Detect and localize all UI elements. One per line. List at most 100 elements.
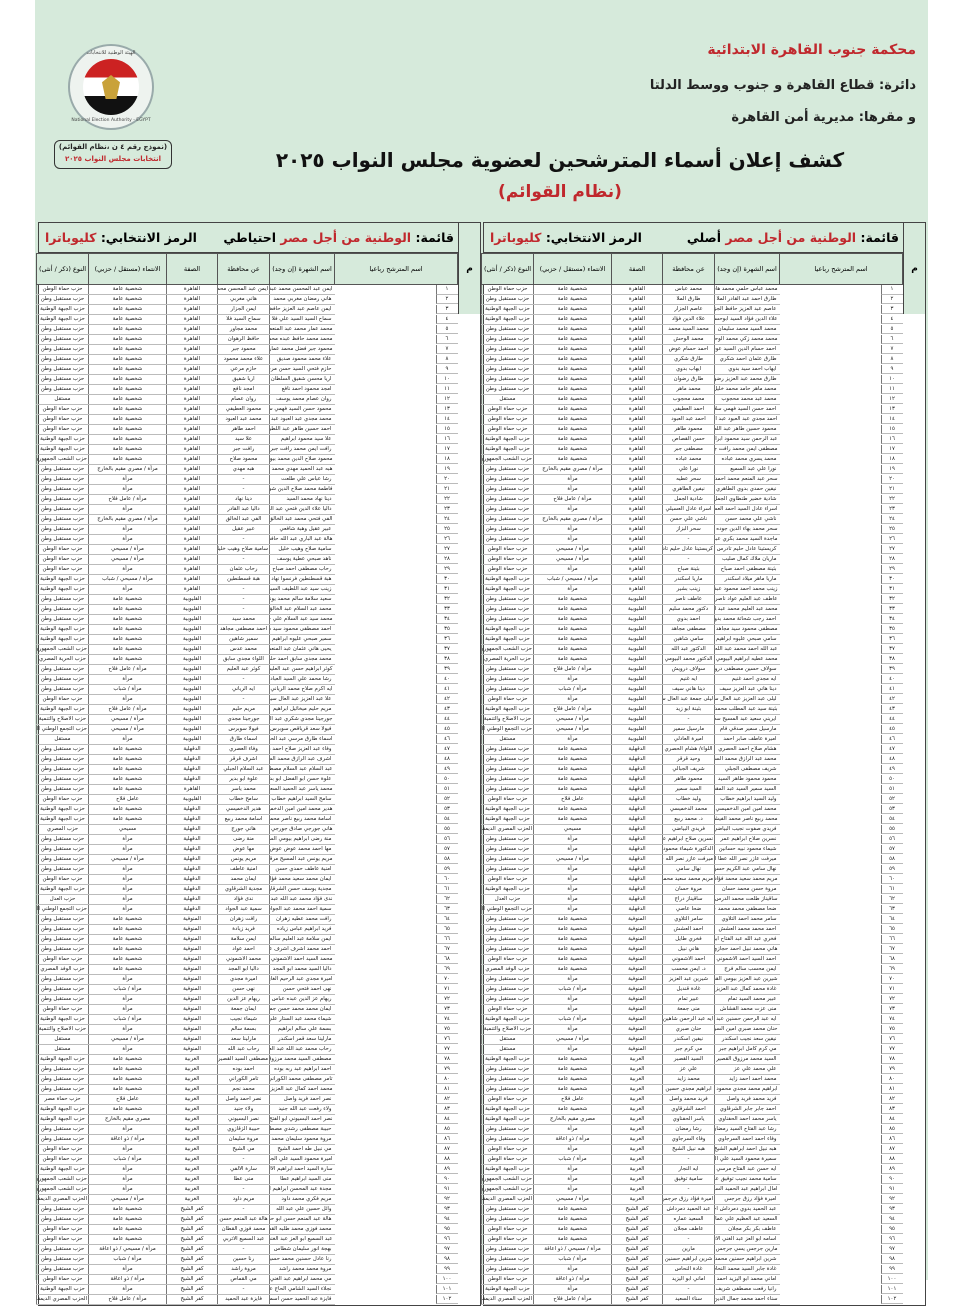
- governorate: القليوبية: [166, 594, 218, 605]
- row-number: ٧٦: [880, 1034, 903, 1045]
- affiliation: حزب مستقبل وطن: [481, 334, 534, 345]
- row-number: ٣٩: [880, 664, 903, 675]
- fame-name: ايه النجار: [662, 1164, 715, 1175]
- affiliation: حزب حماة الوطن: [481, 544, 534, 555]
- category: مصري مقيم بالخارج: [533, 1114, 612, 1125]
- table-row: ٨٧ هبه نبيل احمد ابراهيم الشيخ هبه نبيل ال…: [481, 1144, 903, 1155]
- table-row: ١٧ مصطفى ايمن محمد رافت جبر مصطفى جبر القاه…: [481, 444, 903, 455]
- row-number: ٣٢: [435, 594, 458, 605]
- governorate: المنوفية: [166, 1034, 218, 1045]
- affiliation: حزب حماة الوطن: [481, 414, 534, 425]
- affiliation: حزب مستقبل وطن: [36, 1134, 89, 1145]
- fame-name: محمد سيد: [217, 614, 270, 625]
- category: مرأة: [88, 1264, 167, 1275]
- category: مرأة / شباب: [88, 1154, 167, 1165]
- fame-name: داليا ابو المجد: [217, 964, 270, 975]
- governorate: الدقهلية: [166, 754, 218, 765]
- affiliation: حزب مستقبل وطن: [36, 844, 89, 855]
- governorate: القليوبية: [166, 724, 218, 735]
- candidate-name: محمد فوزي محمد طلبه القطان: [269, 1224, 335, 1235]
- table-row: ٧٤ شيماء محمد عبد الستار علي نجيبشيماء نج…: [36, 1014, 458, 1025]
- candidate-name: ايهاب احمد سيد بدوي: [714, 364, 780, 375]
- candidate-name: روان عصام محمد يوسف: [269, 394, 335, 405]
- fame-name: محمود صلاح: [217, 454, 270, 465]
- row-number: ٥٨: [880, 854, 903, 865]
- candidate-name: محمد سيد عبد السلام علي خاطر: [269, 614, 335, 625]
- affiliation: حزب مستقبل وطن: [36, 324, 89, 335]
- table-row: ٩٥ عاطف بكر بكر مجلان عاطف مجلان كفر الشيخ ش…: [481, 1224, 903, 1235]
- table-row: ٥٤ محمد ربيع ناصر محمد الفيشة د. محمد ربيع…: [481, 814, 903, 825]
- candidate-name: مريم يونس عبد المسيح مرقص عبد المسيح: [269, 854, 335, 865]
- candidate-name: عبير محمد السيد تمام: [714, 994, 780, 1005]
- category: شخصية عامة: [533, 414, 612, 425]
- affiliation: حزب مستقبل وطن: [481, 1204, 534, 1215]
- table-row: ٤ سماح السيد السيد علي فلا سماح السيد فلا ا…: [36, 314, 458, 325]
- row-number: ١٦: [880, 434, 903, 445]
- table-row: ٣٤ احمد رجب شحاتة محمد بدوي احمد بدوي القلي…: [481, 614, 903, 625]
- governorate: القليوبية: [166, 794, 218, 805]
- fame-name: جورجينا مجدي: [217, 714, 270, 725]
- row-number: ٥: [880, 324, 903, 335]
- governorate: الغربية: [611, 1104, 663, 1115]
- governorate: كفر الشيخ: [611, 1224, 663, 1235]
- table-row: ١٣ احمد حسن السيد فهمي سلامة العطيفياحمد …: [481, 404, 903, 415]
- fame-name: منى جمعة: [662, 1004, 715, 1015]
- fame-name: زينب بشير: [662, 584, 715, 595]
- category: مرأة: [88, 534, 167, 545]
- fame-name: د. ايمن محسب: [662, 964, 715, 975]
- governorate: المنوفية: [611, 974, 663, 985]
- affiliation: حزب مستقبل وطن: [481, 514, 534, 525]
- category: شخصية عامة: [88, 1104, 167, 1115]
- governorate: القاهرة: [611, 334, 663, 345]
- candidate-name: رحاب محمد عبد الله عبد العال: [269, 1044, 335, 1055]
- table-row: ٦٥ احمد محمد محمد العشش احمد العشش المنوفية…: [481, 924, 903, 935]
- table-row: ٩١ مجدة عبد المحسن ابراهيم الغوابه-الغربي…: [36, 1184, 458, 1195]
- governorate: المنوفية: [611, 934, 663, 945]
- affiliation: حزب الجبهة الوطنية: [481, 1054, 534, 1065]
- governorate: القاهرة: [166, 524, 218, 535]
- row-number: ٨٧: [880, 1144, 903, 1155]
- governorate: القاهرة: [611, 544, 663, 555]
- table-row: ١٠ اريا محسن شفيق السلطان اريا شفيق القاهرة…: [36, 374, 458, 385]
- fame-name: حافظ الرهوان: [217, 334, 270, 345]
- affiliation: حزب الجبهة الوطنية: [481, 444, 534, 455]
- governorate: القاهرة: [611, 474, 663, 485]
- candidate-name: شرين ابراهيم حسنين محمد حسين: [714, 1254, 780, 1265]
- governorate: الدقهلية: [611, 794, 663, 805]
- fame-name: السيد القصير: [662, 1054, 715, 1065]
- governorate: المنوفية: [611, 1024, 663, 1035]
- category: شخصية عامة: [533, 1104, 612, 1115]
- candidate-name: مارين جرجس يسي جرجس: [714, 1244, 780, 1255]
- row-number: ٩٥: [880, 1224, 903, 1235]
- row-number: ١٢: [435, 394, 458, 405]
- candidate-name: علي محمد علي عز: [714, 1064, 780, 1075]
- row-number: ٦٨: [880, 954, 903, 965]
- candidate-name: سعيد سلامة سالم محمد يونس: [269, 594, 335, 605]
- row-number: ٩: [880, 364, 903, 375]
- row-number: ٥٦: [880, 834, 903, 845]
- row-number: ٧٩: [880, 1064, 903, 1075]
- row-number: ٨١: [880, 1084, 903, 1095]
- governorate: الغربية: [166, 1154, 218, 1165]
- table-row: ٥٠ علوة حسن ابو الفضل ابو بدير علوة ابو بد…: [36, 774, 458, 785]
- governorate: الغربية: [166, 1194, 218, 1205]
- category: شخصية عامة: [533, 1224, 612, 1235]
- candidate-name: بهجة انور سليمان شطاس: [269, 1244, 335, 1255]
- fame-name: -: [217, 474, 270, 485]
- category: شخصية عامة: [533, 344, 612, 355]
- category: مرأة: [533, 1264, 612, 1275]
- candidate-name: ضحا مصطفى محمد محمد عاصي: [714, 904, 780, 915]
- category: مرأة: [533, 674, 612, 685]
- affiliation: الحزب المصري الديمقراطي الاجتماعي: [481, 1194, 534, 1205]
- governorate: القاهرة: [611, 454, 663, 465]
- governorate: القليوبية: [611, 594, 663, 605]
- fame-name: -: [662, 1154, 715, 1165]
- affiliation: حزب مستقبل وطن: [36, 614, 89, 625]
- category: شخصية عامة: [88, 804, 167, 815]
- affiliation: حزب مستقبل وطن: [36, 604, 89, 615]
- governorate: كفر الشيخ: [166, 1254, 218, 1265]
- row-number: ١٩: [880, 464, 903, 475]
- fame-name: ابراهيم مجدي حسين: [662, 1084, 715, 1095]
- fame-name: رافت جبر: [217, 444, 270, 455]
- row-number: ١٨: [880, 454, 903, 465]
